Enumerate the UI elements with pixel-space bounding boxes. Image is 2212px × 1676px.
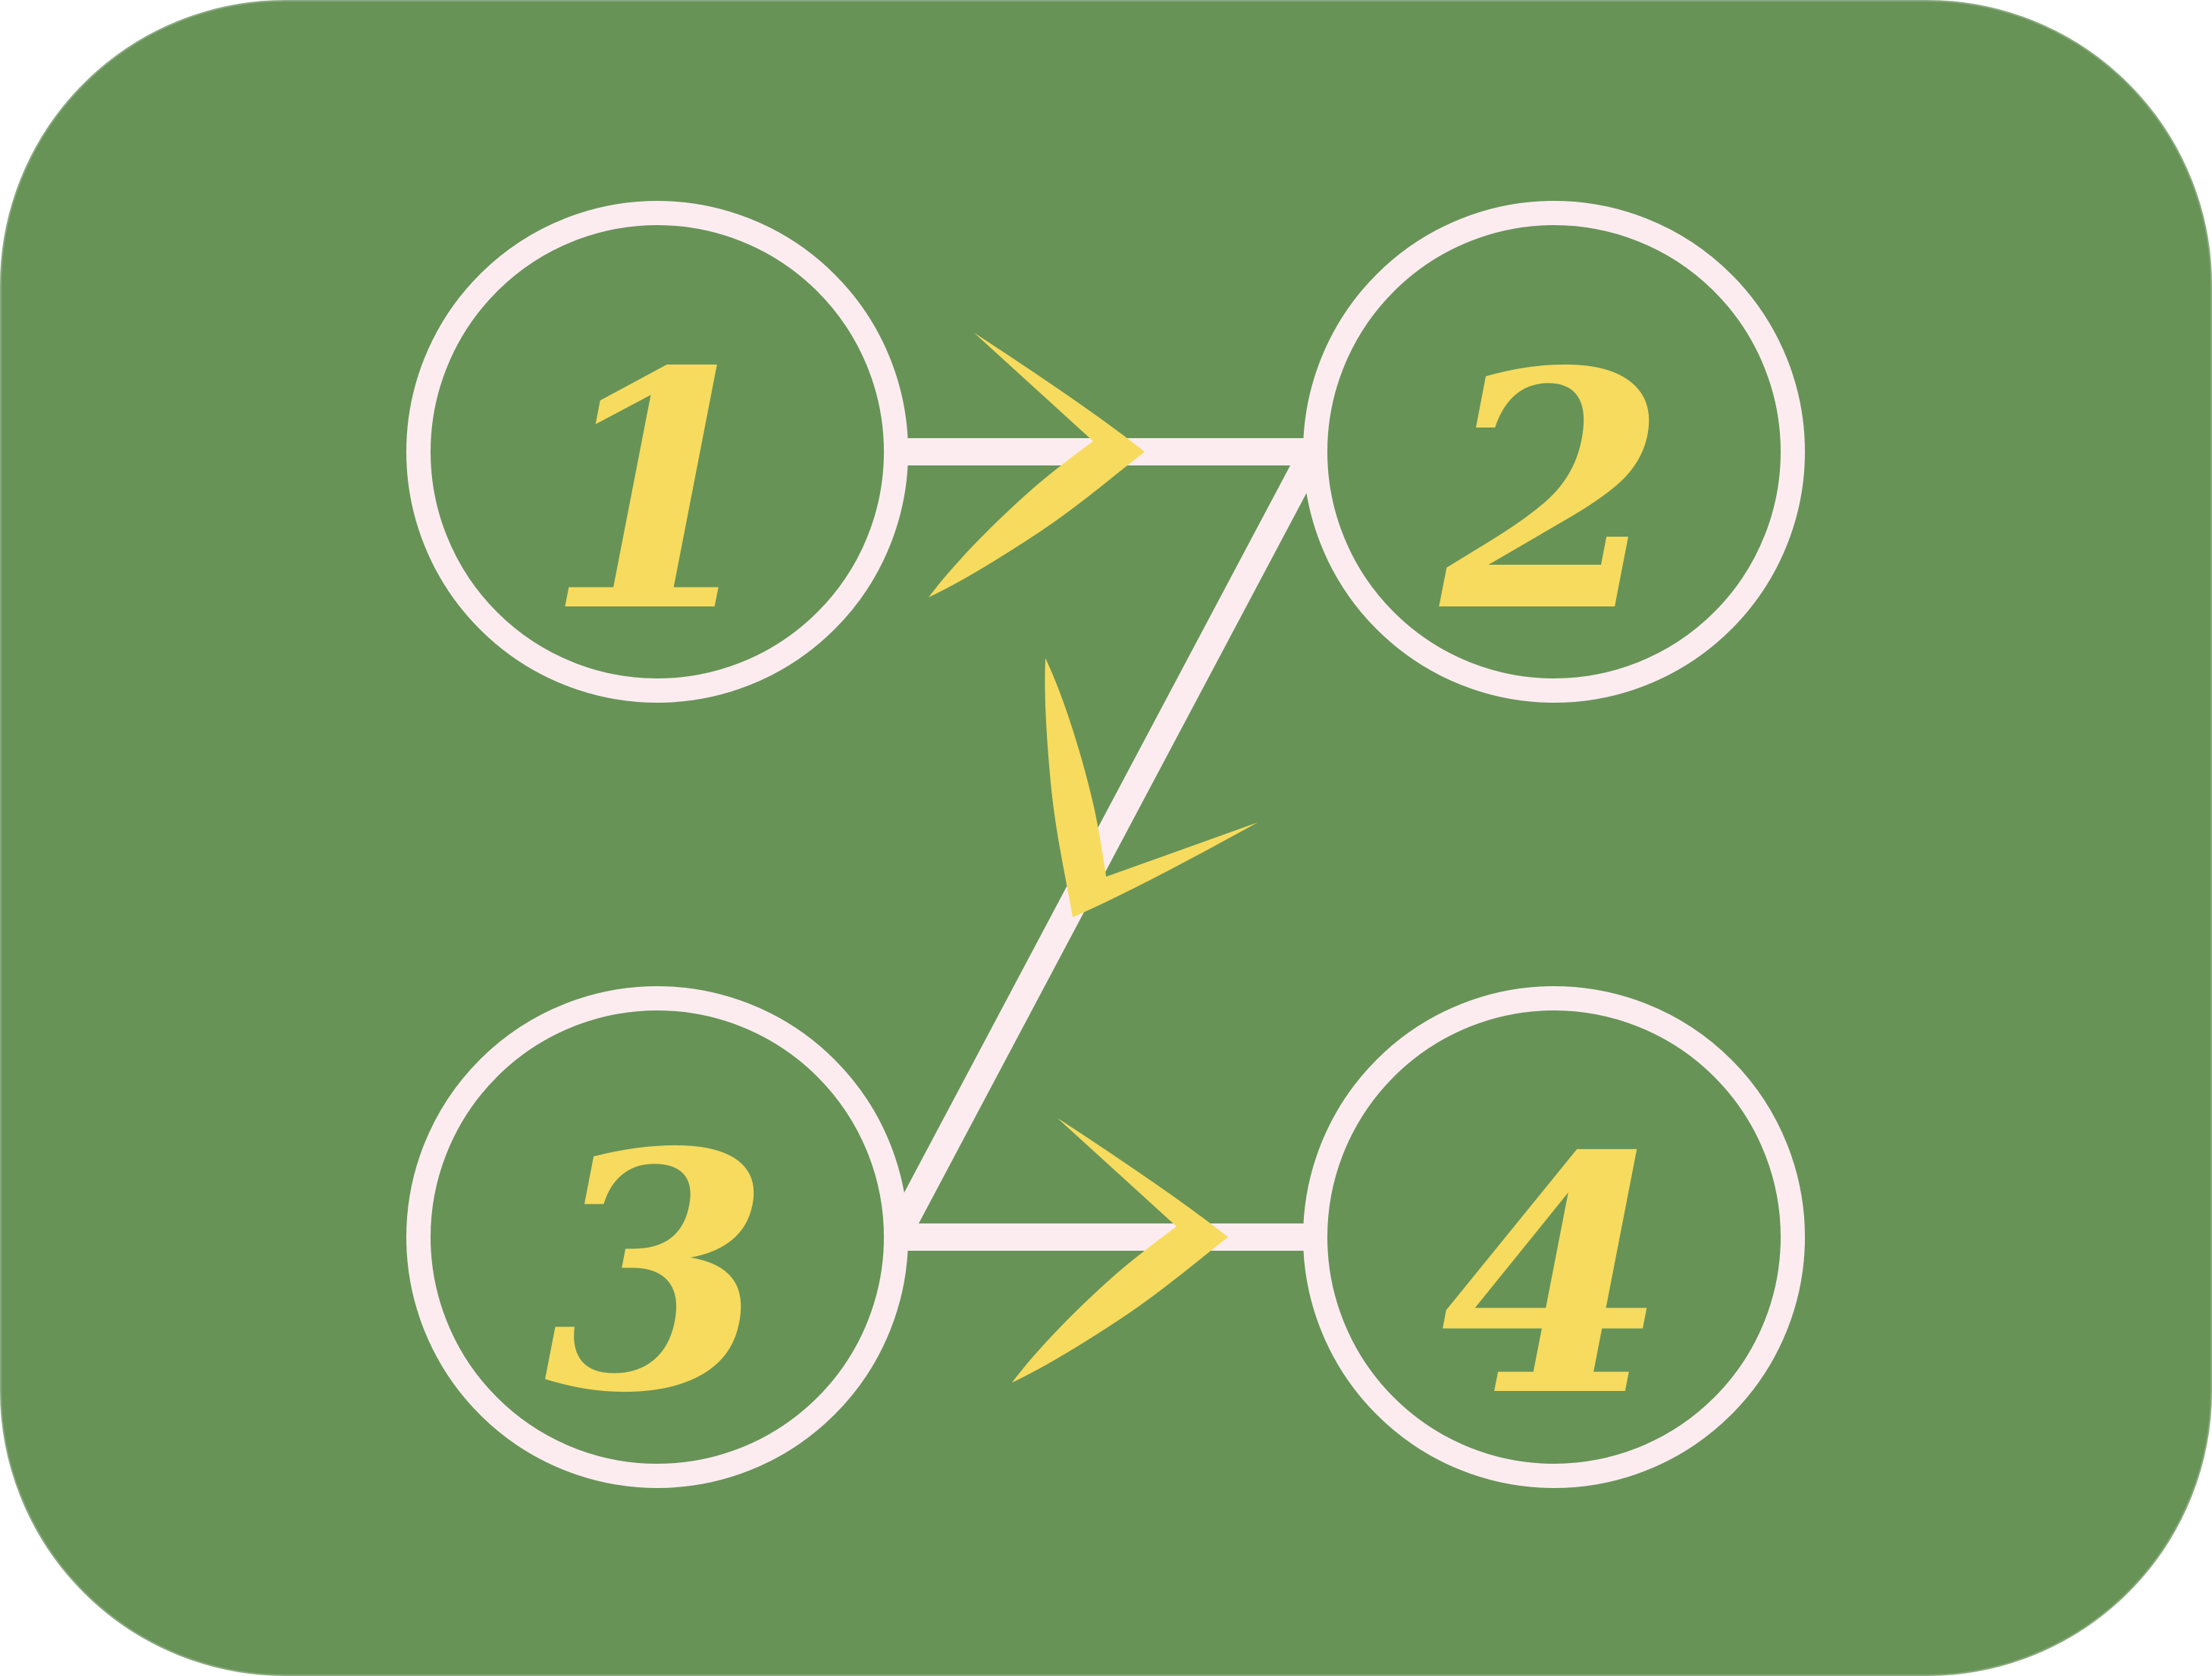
node-1: 1 xyxy=(406,201,908,703)
node-circle-4 xyxy=(1303,986,1805,1488)
node-4: 4 xyxy=(1303,986,1805,1488)
edges xyxy=(877,333,1332,1383)
arrowhead-3-to-4 xyxy=(1012,1118,1228,1383)
node-circle-3 xyxy=(406,986,908,1488)
node-2: 2 xyxy=(1303,201,1805,703)
node-label-4: 4 xyxy=(1440,1085,1667,1468)
node-circle-1 xyxy=(406,201,908,703)
node-circle-2 xyxy=(1303,201,1805,703)
node-label-1: 1 xyxy=(544,301,770,684)
arrowhead-1-to-2 xyxy=(929,333,1145,597)
node-3: 3 xyxy=(406,986,908,1488)
edge-2-to-3 xyxy=(877,433,1332,1256)
node-label-3: 3 xyxy=(544,1082,770,1465)
arrowhead-2-to-3 xyxy=(1045,658,1258,917)
node-label-2: 2 xyxy=(1436,301,1668,684)
